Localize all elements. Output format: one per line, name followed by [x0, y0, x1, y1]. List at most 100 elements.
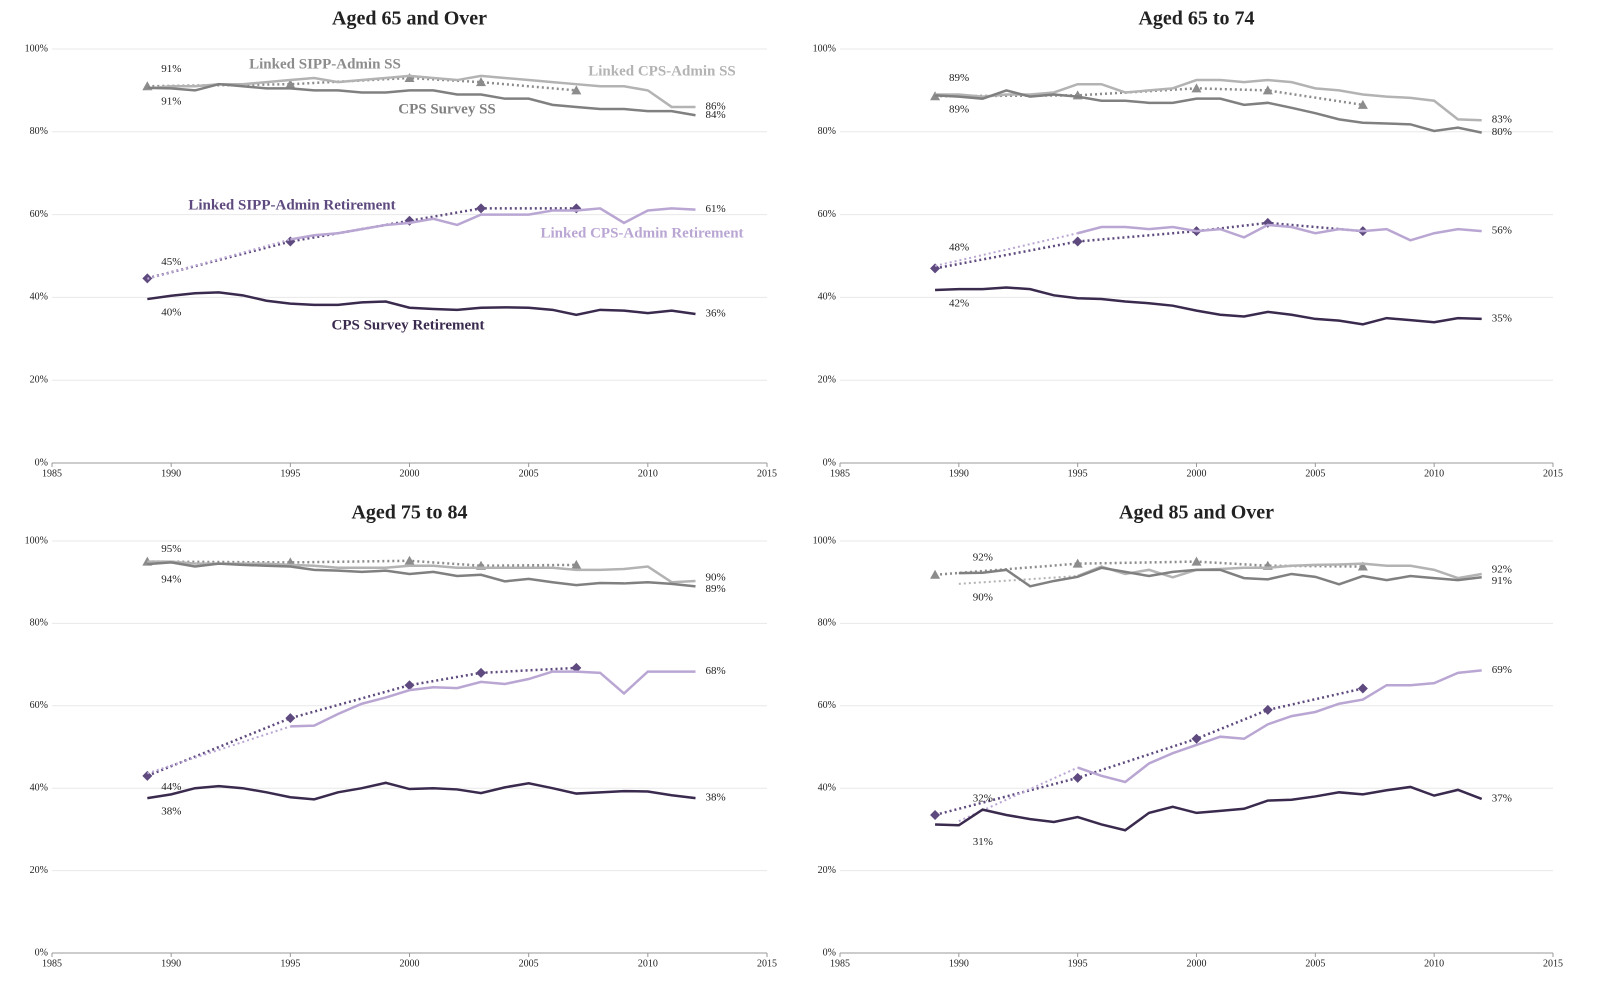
- series-line: [935, 785, 1483, 832]
- value-label: 91%: [1492, 575, 1512, 587]
- marker: [1191, 733, 1202, 744]
- x-tick-label: 2010: [638, 958, 658, 969]
- marker: [930, 569, 941, 579]
- value-label: 92%: [1492, 563, 1512, 575]
- value-label: 32%: [973, 793, 993, 805]
- y-tick-label: 100%: [813, 535, 836, 546]
- x-tick-label: 2005: [1305, 958, 1325, 969]
- panel-title: Aged 85 and Over: [1119, 502, 1274, 524]
- x-tick-label: 2010: [1424, 468, 1444, 479]
- value-label: 86%: [706, 100, 726, 112]
- x-tick-label: 1995: [280, 958, 300, 969]
- y-tick-label: 20%: [30, 374, 48, 385]
- x-tick-label: 1990: [161, 958, 181, 969]
- value-label: 38%: [161, 806, 181, 818]
- series-line: [935, 286, 1482, 326]
- y-tick-label: 40%: [818, 782, 836, 793]
- y-tick-label: 60%: [30, 209, 48, 220]
- series-name: Linked SIPP-Admin SS: [249, 56, 401, 72]
- series-line: [146, 666, 577, 777]
- series-line: [147, 207, 577, 280]
- series-name: CPS Survey Retirement: [331, 317, 484, 333]
- marker: [1357, 683, 1368, 694]
- marker: [1357, 99, 1368, 109]
- value-label: 80%: [1492, 126, 1512, 138]
- panel: Aged 65 and Over 0% 20% 40% 60% 80% 100% 1985 19…: [25, 8, 777, 480]
- gap-connector: [934, 232, 1078, 267]
- marker: [476, 203, 486, 214]
- marker: [1072, 772, 1083, 783]
- series-line: [290, 207, 696, 241]
- x-tick-label: 1990: [949, 958, 969, 969]
- x-tick-label: 2000: [1187, 468, 1207, 479]
- x-tick-label: 2000: [1187, 958, 1207, 969]
- value-label: 36%: [706, 307, 726, 319]
- x-tick-label: 1985: [830, 958, 850, 969]
- y-tick-label: 60%: [818, 209, 836, 220]
- x-tick-label: 1995: [1068, 468, 1088, 479]
- x-tick-label: 2005: [519, 468, 539, 479]
- series-line: [1077, 562, 1482, 580]
- value-label: 68%: [706, 665, 726, 677]
- panel: Aged 65 to 74 0% 20% 40% 60% 80% 100% 1985 1990 1…: [813, 8, 1563, 480]
- value-label: 69%: [1492, 664, 1512, 676]
- x-tick-label: 2005: [1305, 468, 1325, 479]
- value-label: 38%: [706, 792, 726, 804]
- value-label: 90%: [973, 591, 993, 603]
- marker: [476, 667, 486, 678]
- panel: Aged 85 and Over 0% 20% 40% 60% 80% 100% 1985 19…: [813, 502, 1563, 970]
- x-tick-label: 1990: [949, 468, 969, 479]
- series-line: [1077, 669, 1482, 784]
- marker: [142, 770, 153, 781]
- x-tick-label: 1990: [161, 468, 181, 479]
- marker: [1262, 85, 1273, 95]
- value-label: 42%: [949, 297, 969, 309]
- x-tick-label: 1985: [830, 468, 850, 479]
- x-tick-label: 2015: [757, 468, 777, 479]
- value-label: 95%: [161, 543, 181, 555]
- gap-connector: [147, 725, 291, 775]
- series-line: [147, 291, 696, 317]
- y-tick-label: 40%: [30, 292, 48, 303]
- value-label: 40%: [161, 307, 181, 319]
- x-tick-label: 1985: [42, 958, 62, 969]
- marker: [1072, 558, 1083, 568]
- y-tick-label: 20%: [818, 374, 836, 385]
- value-label: 61%: [706, 203, 726, 215]
- y-tick-label: 60%: [30, 700, 48, 711]
- y-tick-label: 80%: [818, 126, 836, 137]
- marker: [404, 680, 415, 691]
- y-tick-label: 60%: [818, 700, 836, 711]
- series-line: [147, 74, 696, 109]
- series-name: Linked SIPP-Admin Retirement: [188, 197, 395, 213]
- value-label: 91%: [161, 95, 181, 107]
- x-tick-label: 1995: [1068, 958, 1088, 969]
- x-tick-label: 2015: [1543, 958, 1563, 969]
- marker: [930, 809, 941, 820]
- value-label: 45%: [161, 256, 181, 268]
- panel-title: Aged 65 to 74: [1138, 8, 1254, 30]
- marker: [930, 263, 941, 274]
- series-line: [147, 561, 696, 588]
- value-label: 91%: [161, 63, 181, 75]
- value-label: 92%: [973, 552, 993, 564]
- value-label: 94%: [161, 574, 181, 586]
- value-label: 48%: [949, 241, 969, 253]
- y-tick-label: 80%: [30, 618, 48, 629]
- y-tick-label: 40%: [30, 782, 48, 793]
- y-tick-label: 80%: [30, 126, 48, 137]
- value-label: 90%: [706, 571, 726, 583]
- marker: [285, 713, 296, 724]
- panel: Aged 75 to 84 0% 20% 40% 60% 80% 100% 1985 1990 1…: [25, 502, 777, 970]
- marker: [1262, 704, 1273, 715]
- marker: [571, 85, 582, 95]
- series-line: [935, 89, 1482, 134]
- series-line: [934, 560, 1363, 577]
- marker: [571, 559, 582, 569]
- x-tick-label: 2000: [400, 468, 420, 479]
- value-label: 89%: [949, 72, 969, 84]
- y-tick-label: 100%: [25, 535, 48, 546]
- series-line: [958, 566, 1482, 588]
- marker: [571, 203, 582, 214]
